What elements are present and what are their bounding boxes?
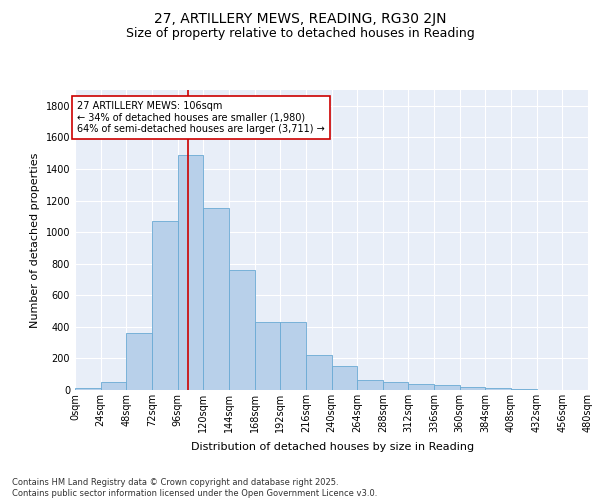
Text: Size of property relative to detached houses in Reading: Size of property relative to detached ho… xyxy=(125,28,475,40)
Bar xyxy=(229,270,254,390)
Y-axis label: Number of detached properties: Number of detached properties xyxy=(30,152,40,328)
Bar xyxy=(178,154,203,390)
Bar xyxy=(254,322,280,390)
Text: 27 ARTILLERY MEWS: 106sqm
← 34% of detached houses are smaller (1,980)
64% of se: 27 ARTILLERY MEWS: 106sqm ← 34% of detac… xyxy=(77,101,325,134)
Text: Distribution of detached houses by size in Reading: Distribution of detached houses by size … xyxy=(191,442,475,452)
Bar xyxy=(101,382,127,390)
Bar xyxy=(434,386,460,390)
Bar xyxy=(511,389,537,390)
Bar xyxy=(331,366,357,390)
Bar xyxy=(460,387,485,390)
Bar xyxy=(75,388,101,390)
Bar xyxy=(203,208,229,390)
Bar xyxy=(306,356,331,390)
Text: Contains HM Land Registry data © Crown copyright and database right 2025.
Contai: Contains HM Land Registry data © Crown c… xyxy=(12,478,377,498)
Bar xyxy=(152,221,178,390)
Bar xyxy=(485,388,511,390)
Bar xyxy=(357,380,383,390)
Bar xyxy=(127,333,152,390)
Bar xyxy=(383,382,409,390)
Text: 27, ARTILLERY MEWS, READING, RG30 2JN: 27, ARTILLERY MEWS, READING, RG30 2JN xyxy=(154,12,446,26)
Bar xyxy=(280,322,306,390)
Bar xyxy=(409,384,434,390)
